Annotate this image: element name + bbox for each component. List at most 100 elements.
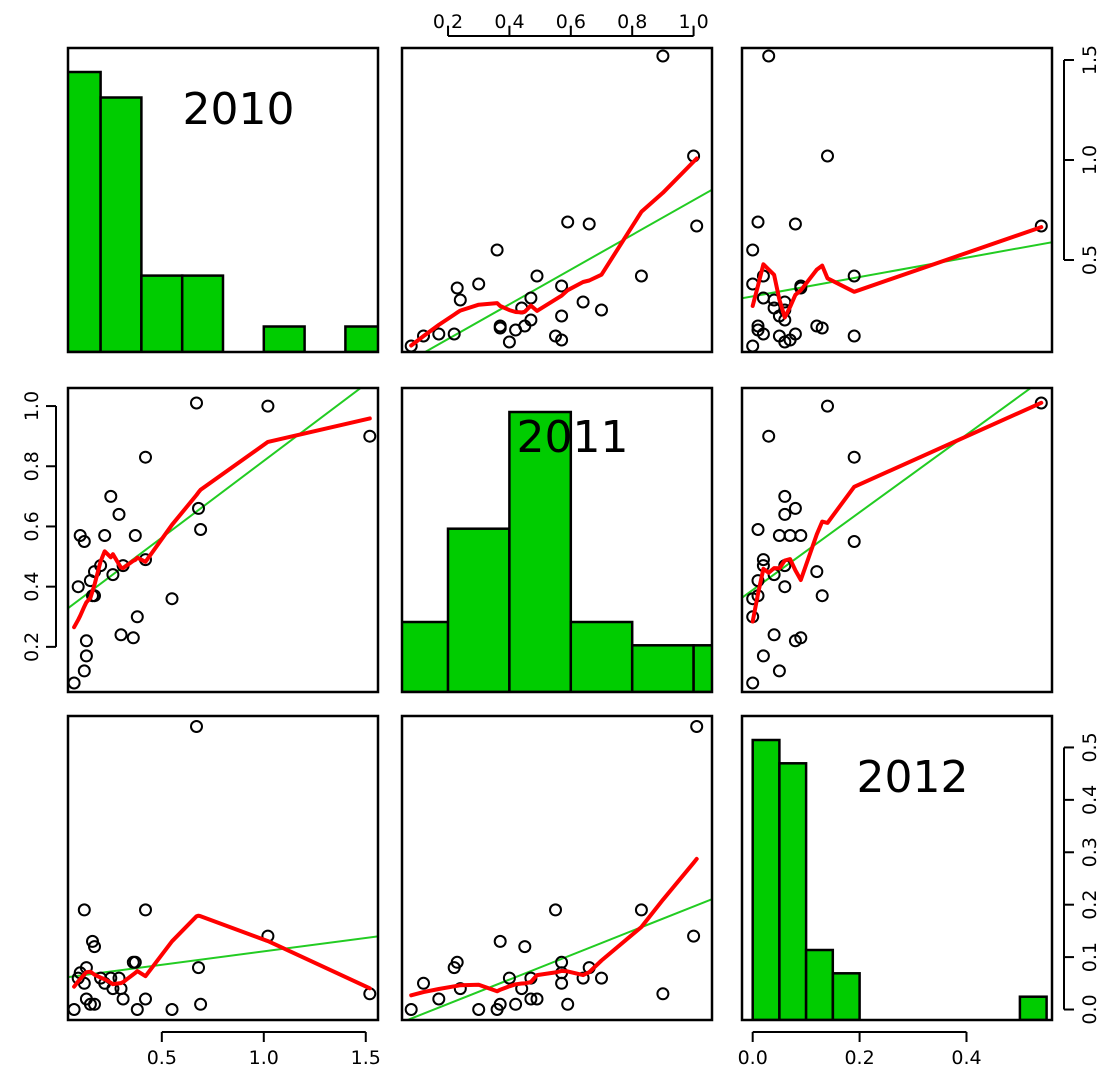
- data-point: [762, 49, 776, 63]
- data-point: [767, 301, 781, 315]
- data-point: [656, 987, 670, 1001]
- regression-line: [68, 388, 363, 610]
- panel-marks: [404, 49, 712, 352]
- data-point: [114, 628, 128, 642]
- data-point: [112, 507, 126, 521]
- data-point: [524, 992, 538, 1006]
- data-point: [847, 450, 861, 464]
- histogram-bar: [804, 948, 835, 1020]
- panel-2011-vs-2010: [66, 386, 380, 694]
- histogram-2010: [68, 70, 378, 352]
- smooth-line: [409, 156, 699, 348]
- panel-frame: [400, 46, 714, 354]
- tick-label: 0.5: [147, 1047, 177, 1066]
- regression-line: [742, 388, 1033, 600]
- data-point: [778, 489, 792, 503]
- data-point: [453, 293, 467, 307]
- data-point: [190, 396, 203, 410]
- tick-label: 0.8: [617, 11, 647, 33]
- data-point: [690, 219, 704, 233]
- data-point: [788, 501, 802, 515]
- data-point: [472, 277, 486, 291]
- data-point: [493, 934, 507, 948]
- data-point: [561, 997, 575, 1011]
- data-point: [634, 269, 648, 283]
- data-point: [518, 940, 532, 954]
- tick-label: 1.0: [21, 391, 43, 421]
- data-point: [634, 903, 648, 917]
- data-point: [139, 903, 152, 917]
- data-point: [687, 929, 701, 943]
- histogram-2012: [751, 738, 1048, 1020]
- data-point: [772, 664, 786, 678]
- data-point: [128, 529, 142, 542]
- smooth-line: [409, 856, 699, 998]
- data-point: [490, 243, 504, 257]
- histogram-bar: [344, 325, 378, 352]
- data-point: [595, 971, 608, 985]
- data-point: [139, 450, 152, 464]
- tick-label: 1.5: [351, 1047, 381, 1066]
- tick-label: 0.4: [494, 11, 524, 33]
- data-point: [139, 992, 152, 1006]
- tick-label: 0.0: [1079, 994, 1101, 1024]
- tick-label: 0.8: [21, 451, 43, 481]
- data-point: [88, 997, 101, 1011]
- data-point: [772, 329, 786, 343]
- data-point: [77, 664, 91, 678]
- data-point: [493, 319, 507, 333]
- data-point: [83, 997, 97, 1011]
- tick-label: 1.0: [678, 11, 708, 33]
- data-point: [778, 507, 792, 521]
- data-point: [77, 903, 91, 917]
- data-point: [130, 1003, 144, 1016]
- data-point: [68, 1003, 81, 1016]
- histogram-bar: [630, 644, 695, 692]
- data-point: [549, 903, 562, 917]
- data-point: [815, 589, 829, 603]
- histogram-bar: [751, 738, 781, 1020]
- data-point: [1034, 219, 1048, 233]
- data-point: [432, 992, 446, 1006]
- data-point: [524, 313, 538, 327]
- tick-label: 1.0: [1079, 145, 1101, 175]
- histogram-bar: [569, 620, 634, 692]
- data-point: [751, 323, 765, 337]
- histogram-bar: [692, 644, 712, 692]
- data-point: [502, 971, 516, 985]
- histogram-2011: [402, 410, 712, 692]
- data-point: [778, 580, 792, 594]
- data-point: [595, 303, 608, 317]
- histogram-bar: [831, 972, 861, 1020]
- tick-label: 0.2: [1079, 890, 1101, 920]
- data-point: [79, 649, 93, 663]
- tick-label: 0.5: [1079, 245, 1101, 275]
- data-point: [417, 329, 430, 343]
- tick-label: 0.4: [951, 1047, 981, 1066]
- data-point: [751, 319, 765, 333]
- data-point: [524, 291, 538, 305]
- panel-2011-vs-2011: 2011: [400, 386, 714, 694]
- data-point: [690, 720, 704, 733]
- data-point: [194, 997, 208, 1011]
- data-point: [71, 580, 85, 594]
- panel-frame: [66, 386, 380, 694]
- panel-frame: [400, 714, 714, 1022]
- data-point: [788, 217, 802, 231]
- panel-marks: [68, 720, 378, 1016]
- panel-2010-vs-2012: [740, 46, 1054, 354]
- smooth-line: [72, 913, 372, 991]
- histogram-bar: [99, 96, 143, 352]
- data-point: [77, 535, 91, 548]
- data-point: [555, 976, 569, 990]
- panels-layer: 2010 2011 2012: [66, 46, 1054, 1022]
- data-point: [821, 399, 834, 413]
- data-point: [576, 295, 590, 309]
- data-point: [555, 279, 569, 293]
- histogram-bar: [402, 620, 450, 692]
- data-point: [788, 327, 802, 341]
- panel-frame: [740, 714, 1054, 1022]
- panel-2010-vs-2011: [400, 46, 714, 354]
- data-point: [363, 429, 377, 443]
